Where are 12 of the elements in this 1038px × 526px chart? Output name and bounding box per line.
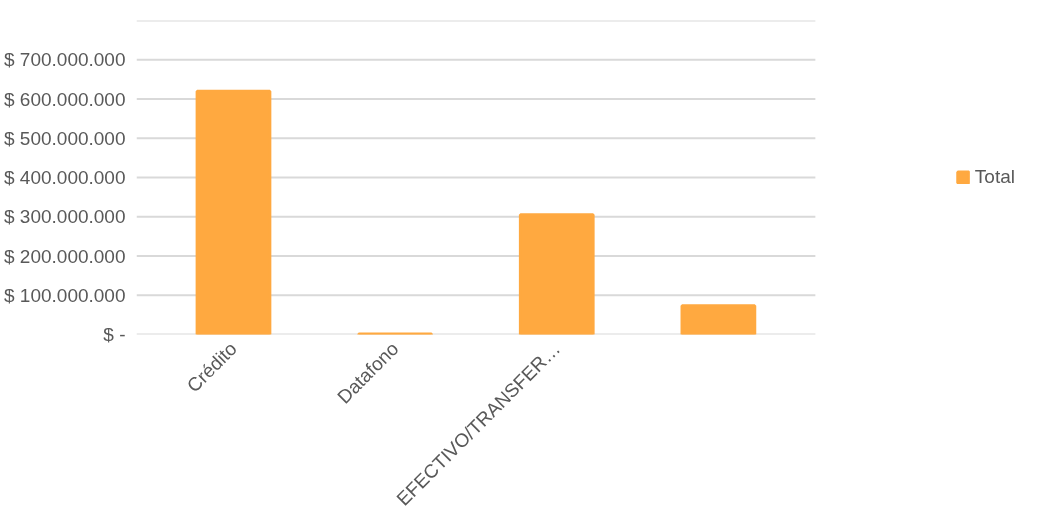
legend-label: Total xyxy=(974,166,1015,188)
y-tick-label: $ 500.000.000 xyxy=(3,127,126,149)
y-tick-label: $ 300.000.000 xyxy=(3,206,126,228)
bar xyxy=(680,304,757,335)
y-tick-label: $ 200.000.000 xyxy=(3,245,126,267)
y-tick-label: $ 100.000.000 xyxy=(3,284,126,306)
bar xyxy=(195,89,272,335)
y-tick-label: $ 700.000.000 xyxy=(3,49,126,71)
y-tick-label: $ 600.000.000 xyxy=(3,88,126,110)
y-tick-label: $ 400.000.000 xyxy=(3,167,126,188)
y-tick-label: $ - xyxy=(103,324,126,345)
bar xyxy=(518,213,595,335)
